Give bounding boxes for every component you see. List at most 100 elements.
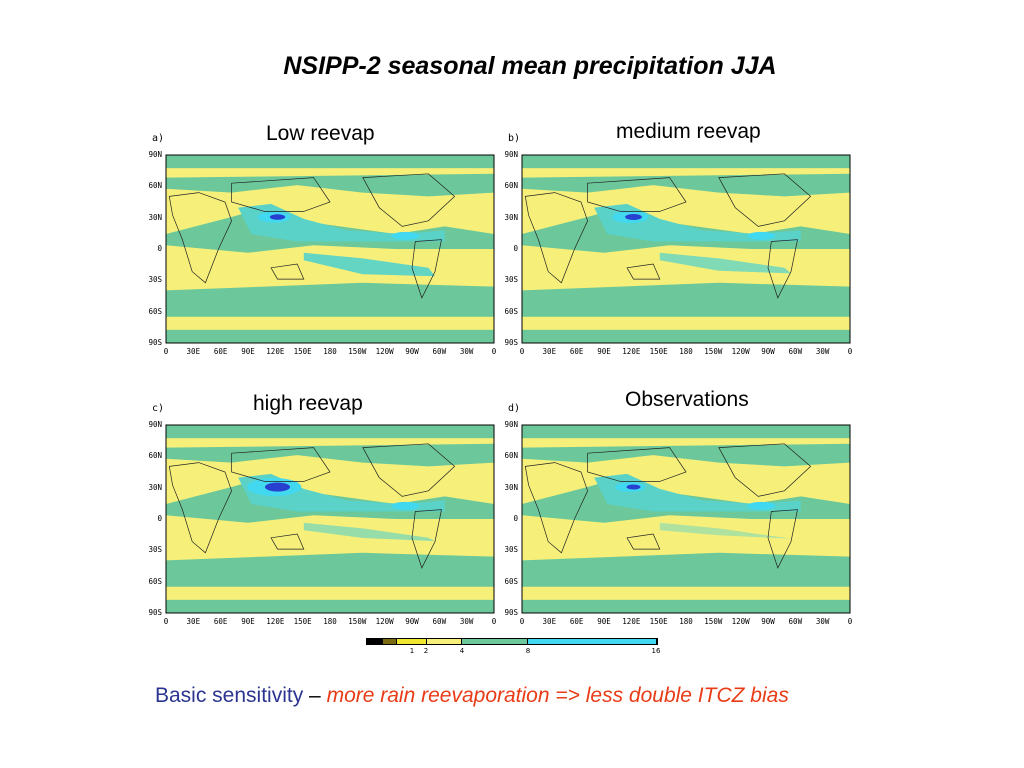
- arctic-band: [166, 425, 494, 439]
- map-panel-observations: d) 90N 60N 30N 0 30S 60S 90S 0 30E 60E 90E 120E 150E 1…: [504, 403, 861, 628]
- panel-letter: c): [152, 403, 165, 414]
- antarctic-band: [522, 599, 850, 613]
- panel-letter: b): [508, 133, 521, 144]
- lat-tick-label: 0: [157, 244, 162, 253]
- southern-itcz: [303, 252, 435, 277]
- colorbar-swatch: [367, 639, 383, 644]
- map-frame: [165, 154, 495, 344]
- arctic-band: [166, 155, 494, 169]
- lon-tick-label: 90W: [761, 347, 775, 356]
- lon-tick-label: 150E: [649, 617, 668, 626]
- lon-tick-label: 150E: [649, 347, 668, 356]
- colorbar-swatch: [396, 639, 427, 644]
- lat-tick-label: 30S: [504, 275, 518, 285]
- map-panel-medium-reevap: b) 90N 60N 30N 0 30S 60S 90S 0 30E 60E 90E 120E 150E 1…: [504, 133, 861, 358]
- lon-tick-label: 30W: [815, 617, 830, 626]
- lat-tick-label: 60S: [148, 306, 162, 316]
- lon-tick-label: 0: [847, 347, 853, 356]
- coastlines: [524, 173, 812, 299]
- lat-tick-label: 90N: [504, 420, 518, 429]
- lat-tick-label: 0: [513, 514, 518, 523]
- lon-tick-label: 150W: [348, 347, 367, 356]
- lon-tick-label: 0: [847, 617, 853, 626]
- lon-tick-label: 150E: [293, 347, 312, 356]
- lon-tick-label: 30W: [459, 347, 474, 356]
- lat-tick-label: 30N: [504, 482, 518, 492]
- lon-tick-label: 30E: [186, 347, 201, 356]
- map-frame: [521, 154, 851, 344]
- antarctic-band: [166, 599, 494, 613]
- lon-tick-label: 90E: [241, 347, 255, 356]
- lat-tick-label: 0: [513, 244, 518, 253]
- lon-tick-label: 120W: [375, 617, 394, 626]
- lon-tick-label: 120E: [266, 347, 285, 356]
- southern-itcz: [659, 522, 791, 539]
- lat-tick-label: 60N: [504, 451, 518, 461]
- lat-tick-label: 60N: [148, 181, 162, 191]
- lat-tick-label: 60N: [148, 451, 162, 461]
- colorbar-label: 4: [459, 647, 465, 655]
- precip-map: [521, 424, 851, 614]
- monsoon-max: [625, 214, 642, 221]
- itcz-region: [594, 203, 801, 242]
- lat-tick-label: 90N: [148, 150, 162, 159]
- lat-tick-label: 60N: [504, 181, 518, 191]
- colorbar: 1 2 4 8 16: [366, 638, 660, 658]
- colorbar-swatch: [426, 639, 463, 644]
- southern-itcz: [659, 252, 791, 274]
- lat-tick-label: 0: [157, 514, 162, 523]
- lat-tick-label: 90S: [148, 608, 162, 617]
- lon-tick-label: 90E: [241, 617, 255, 626]
- panel-title-a: Low reevap: [266, 122, 375, 145]
- panel-letter: a): [152, 133, 165, 144]
- map-panel-low-reevap: a) 90N 60N 30N 0 30S 60S 90S 0 30E 60E 90E 120E 150E 1…: [148, 133, 505, 358]
- lat-tick-label: 60S: [148, 576, 162, 586]
- lat-tick-label: 30N: [148, 482, 162, 492]
- lon-tick-label: 150W: [704, 617, 723, 626]
- map-frame: [521, 424, 851, 614]
- lon-tick-label: 180: [323, 617, 337, 626]
- lon-tick-label: 60W: [432, 617, 447, 626]
- lon-tick-label: 150W: [704, 347, 723, 356]
- lon-tick-label: 0: [491, 347, 497, 356]
- lat-tick-label: 30S: [148, 545, 162, 555]
- arctic-band: [522, 425, 850, 439]
- colorbar-swatches: [366, 638, 658, 645]
- caption-emphasis: more rain reevaporation => less double I…: [326, 684, 789, 707]
- lon-tick-label: 180: [679, 617, 693, 626]
- lon-tick-label: 0: [519, 617, 525, 626]
- lat-tick-label: 90N: [504, 150, 518, 159]
- lon-tick-label: 150E: [293, 617, 312, 626]
- north-storm-track: [166, 173, 494, 197]
- southern-storm-track: [522, 282, 850, 317]
- lat-tick-label: 30N: [504, 212, 518, 222]
- lon-tick-label: 90E: [597, 617, 611, 626]
- colorbar-label: 16: [651, 647, 661, 655]
- itcz-region: [594, 473, 801, 512]
- lon-tick-label: 30W: [459, 617, 474, 626]
- lat-tick-label: 60S: [504, 576, 518, 586]
- lon-tick-label: 90W: [761, 617, 775, 626]
- lon-tick-label: 30E: [542, 347, 557, 356]
- map-panel-high-reevap: c) 90N 60N 30N 0 30S 60S 90S 0 30E 60E 90E 120E 150E 1…: [148, 403, 505, 628]
- monsoon-max: [626, 484, 641, 490]
- coastlines: [168, 443, 456, 569]
- antarctic-band: [166, 329, 494, 343]
- antarctic-band: [522, 329, 850, 343]
- east-pacific-itcz: [747, 501, 776, 510]
- lon-tick-label: 60E: [569, 347, 584, 356]
- lon-tick-label: 90W: [405, 617, 419, 626]
- lon-tick-label: 60E: [569, 617, 584, 626]
- caption-lead: Basic sensitivity: [155, 684, 304, 707]
- caption-dash: –: [303, 684, 327, 707]
- coastlines: [168, 173, 456, 299]
- colorbar-label: 8: [525, 647, 531, 655]
- lon-tick-label: 30E: [542, 617, 557, 626]
- colorbar-swatch: [382, 639, 397, 644]
- lat-tick-label: 90S: [148, 338, 162, 347]
- monsoon-max: [269, 214, 286, 220]
- lon-tick-label: 60W: [788, 617, 803, 626]
- itcz-region: [238, 203, 445, 242]
- caption: Basic sensitivity – more rain reevaporat…: [155, 681, 855, 710]
- southern-storm-track: [522, 552, 850, 587]
